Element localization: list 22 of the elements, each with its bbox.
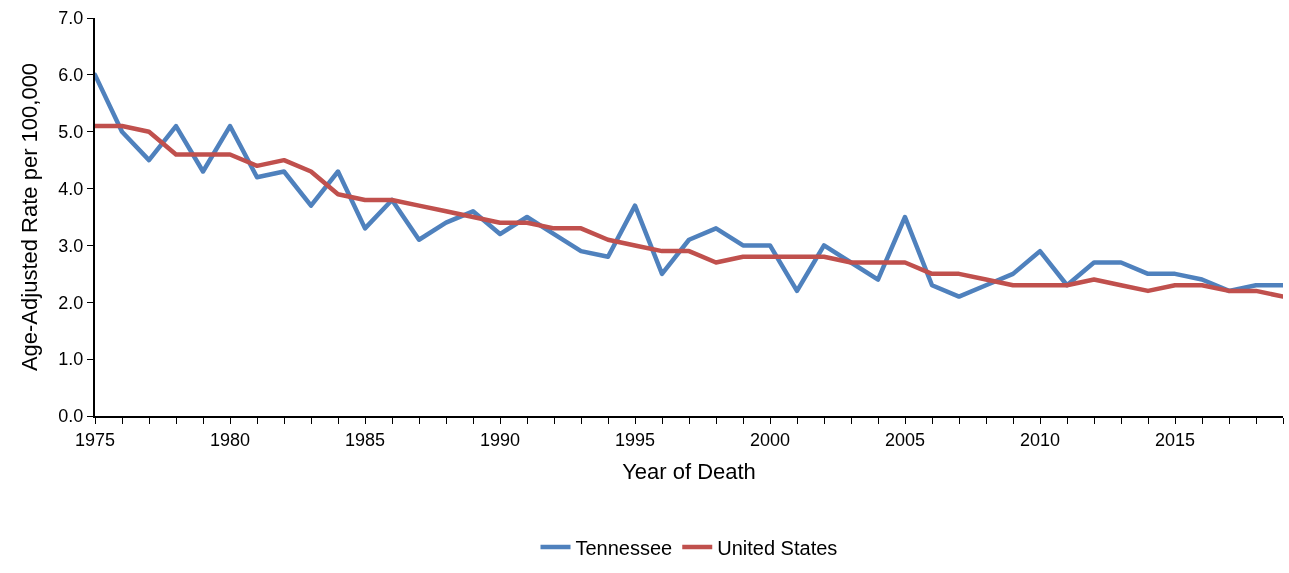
line-series	[95, 123, 1283, 299]
legend-label: United States	[717, 536, 838, 559]
x-tick-label: 2000	[749, 429, 791, 450]
x-tick-label: 1980	[209, 429, 251, 450]
x-tick-label: 2005	[884, 429, 926, 450]
x-tick-label: 1990	[479, 429, 521, 450]
y-tick-label: 5.0	[58, 122, 84, 143]
y-tick-label: 6.0	[58, 65, 84, 86]
x-tick-label: 2010	[1019, 429, 1061, 450]
x-tick-label: 1975	[74, 429, 116, 450]
y-tick-label: 3.0	[58, 235, 84, 256]
x-tick-label: 1985	[344, 429, 386, 450]
y-tick-label: 7.0	[58, 8, 84, 29]
y-axis-title: Age-Adjusted Rate per 100,000	[16, 62, 42, 372]
y-tick-label: 2.0	[58, 292, 84, 313]
legend-label: Tennessee	[575, 536, 673, 559]
x-tick-label: 2015	[1154, 429, 1196, 450]
y-tick-label: 1.0	[58, 349, 84, 370]
y-tick-label: 4.0	[58, 178, 84, 199]
x-axis-title: Year of Death	[622, 459, 756, 484]
x-tick-label: 1995	[614, 429, 656, 450]
y-tick-label: 0.0	[58, 406, 84, 427]
